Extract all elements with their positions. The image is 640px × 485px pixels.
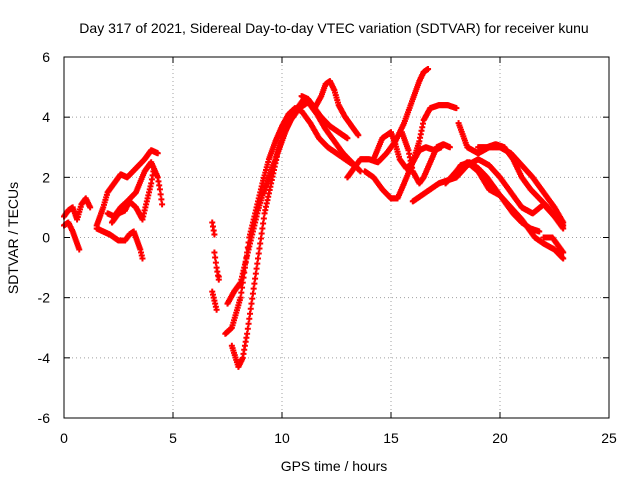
- y-tick-label: 4: [42, 109, 50, 125]
- y-tick-label: 6: [42, 49, 50, 65]
- data-point: [560, 225, 567, 232]
- data-point: [453, 105, 460, 112]
- axis-ticks: 0 5 10 15 20 25 -6 -4 -2 0 2 4 6: [38, 49, 617, 446]
- data-point: [251, 280, 258, 287]
- data-point: [159, 201, 166, 208]
- data-point: [257, 235, 264, 242]
- data-point: [252, 275, 259, 282]
- data-point: [211, 231, 218, 238]
- data-point: [248, 300, 255, 307]
- data-point: [536, 228, 543, 235]
- data-point: [150, 168, 157, 175]
- data-point: [240, 274, 247, 281]
- data-point: [154, 150, 161, 157]
- grid-lines: [64, 57, 609, 418]
- data-point: [241, 269, 248, 276]
- y-axis-label: SDTVAR / TECUs: [5, 182, 21, 294]
- data-series: [209, 288, 220, 313]
- data-point: [239, 284, 246, 291]
- x-tick-label: 5: [169, 430, 177, 446]
- data-point: [253, 265, 260, 272]
- data-point: [237, 294, 244, 301]
- y-tick-label: 2: [42, 169, 50, 185]
- data-point: [157, 191, 164, 198]
- y-tick-label: -6: [38, 410, 51, 426]
- data-point: [212, 254, 219, 261]
- data-point: [446, 144, 453, 151]
- data-series: [540, 234, 567, 256]
- data-point: [212, 259, 219, 266]
- data-point: [244, 244, 251, 251]
- data-series: [93, 225, 146, 262]
- data-point: [260, 220, 267, 227]
- data-point: [254, 260, 261, 267]
- data-series: [108, 168, 157, 226]
- data-point: [560, 249, 567, 256]
- data-point: [259, 225, 266, 232]
- data-points: [61, 66, 567, 370]
- data-point: [260, 215, 267, 222]
- data-series: [361, 102, 460, 202]
- data-point: [244, 249, 251, 256]
- data-point: [425, 66, 432, 73]
- data-point: [215, 273, 222, 280]
- data-series: [398, 129, 453, 187]
- data-series: [228, 96, 351, 370]
- data-point: [258, 230, 265, 237]
- data-point: [87, 204, 94, 211]
- data-series: [298, 78, 362, 139]
- x-tick-label: 25: [601, 430, 617, 446]
- y-tick-label: -4: [38, 350, 51, 366]
- x-tick-label: 20: [492, 430, 508, 446]
- x-tick-label: 0: [60, 430, 68, 446]
- data-point: [246, 315, 253, 322]
- data-point: [250, 285, 257, 292]
- data-point: [247, 310, 254, 317]
- data-point: [255, 250, 262, 257]
- x-axis-label: GPS time / hours: [281, 458, 388, 474]
- y-tick-label: 0: [42, 230, 50, 246]
- data-point: [257, 240, 264, 247]
- data-point: [213, 306, 220, 313]
- data-point: [158, 196, 165, 203]
- data-series: [61, 195, 94, 223]
- data-point: [355, 132, 362, 139]
- data-point: [244, 325, 251, 332]
- y-tick-label: -2: [38, 290, 51, 306]
- data-series: [475, 141, 567, 232]
- data-series: [209, 219, 222, 283]
- data-point: [344, 135, 351, 142]
- data-point: [249, 295, 256, 302]
- data-point: [156, 186, 163, 193]
- data-point: [242, 259, 249, 266]
- chart-title: Day 317 of 2021, Sidereal Day-to-day VTE…: [79, 20, 588, 36]
- data-series: [93, 147, 161, 229]
- data-point: [239, 279, 246, 286]
- data-point: [255, 255, 262, 262]
- data-point: [211, 249, 218, 256]
- data-point: [245, 320, 252, 327]
- data-point: [245, 239, 252, 246]
- data-point: [560, 255, 567, 262]
- data-point: [243, 254, 250, 261]
- data-point: [249, 290, 256, 297]
- data-point: [244, 330, 251, 337]
- x-tick-label: 10: [274, 430, 290, 446]
- data-point: [252, 270, 259, 277]
- data-point: [238, 289, 245, 296]
- data-point: [76, 246, 83, 253]
- data-point: [247, 305, 254, 312]
- data-point: [139, 255, 146, 262]
- x-tick-label: 15: [383, 430, 399, 446]
- data-series: [449, 159, 543, 235]
- data-point: [241, 264, 248, 271]
- data-point: [256, 245, 263, 252]
